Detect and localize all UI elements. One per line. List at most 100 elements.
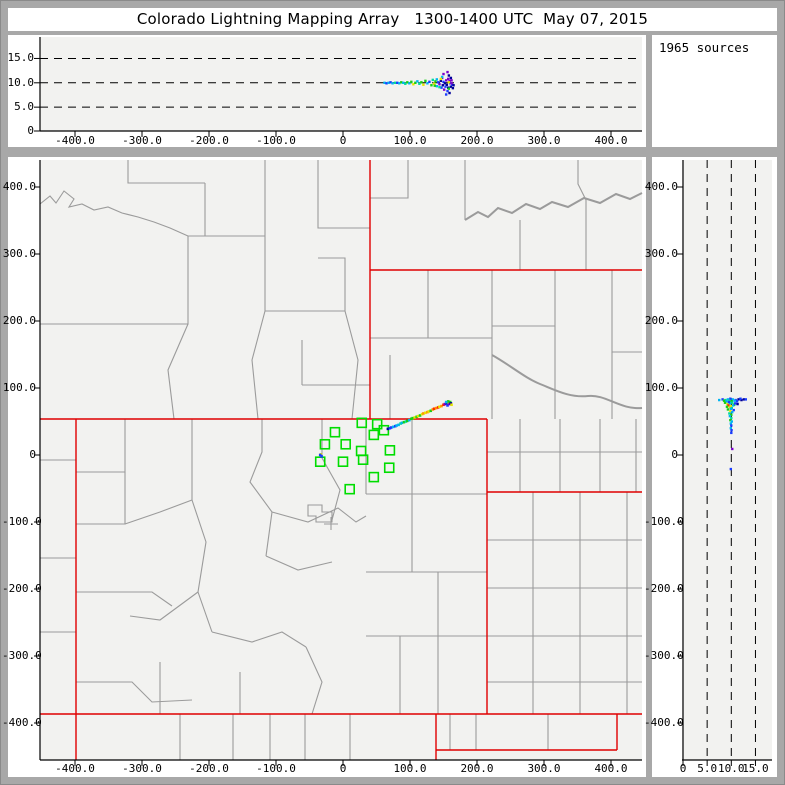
- ns-tick-label: -400.0: [2, 716, 42, 729]
- lightning-source-point: [728, 412, 731, 415]
- ns-tick-label: -200.0: [644, 582, 684, 595]
- lightning-source-point: [402, 81, 405, 84]
- lightning-source-point: [731, 447, 734, 451]
- lightning-source-point: [735, 400, 739, 403]
- lightning-source-point: [438, 405, 441, 409]
- lightning-source-point: [448, 400, 452, 404]
- lightning-source-point: [391, 425, 395, 429]
- ns-tick-label: 0: [29, 448, 36, 461]
- ns-tick-label: 0: [671, 448, 678, 461]
- lightning-source-point: [442, 403, 445, 407]
- panel-source-count: 1965 sources: [652, 35, 777, 147]
- lightning-source-point: [731, 401, 734, 404]
- lightning-source-point: [397, 423, 400, 427]
- lightning-source-point: [408, 82, 411, 85]
- lightning-source-point: [439, 77, 443, 81]
- station-marker: [368, 471, 380, 483]
- lightning-source-point: [406, 81, 409, 84]
- lightning-source-point: [451, 86, 455, 90]
- county-line: [167, 323, 189, 420]
- altitude-tick-label: 10.0: [7, 75, 35, 89]
- altitude-tick-label: 0: [679, 762, 687, 775]
- lightning-source-point: [449, 85, 453, 88]
- lightning-source-point: [420, 412, 424, 416]
- ns-tick-label: 400.0: [2, 180, 36, 193]
- county-line: [305, 646, 323, 715]
- station-marker: [329, 426, 341, 438]
- ns-tick-label: -300.0: [644, 649, 684, 662]
- lightning-source-point: [447, 87, 451, 90]
- lightning-source-point: [435, 85, 438, 88]
- lightning-source-point: [730, 420, 733, 423]
- county-line: [271, 507, 367, 523]
- county-line: [324, 517, 338, 530]
- county-line: [129, 591, 199, 621]
- lightning-source-point: [410, 80, 413, 84]
- ew-tick-label: -300.0: [122, 134, 162, 147]
- lightning-source-point: [730, 416, 733, 420]
- lightning-source-point: [447, 81, 451, 84]
- lightning-source-point: [440, 86, 443, 89]
- lightning-source-point: [730, 429, 733, 432]
- lightning-source-point: [396, 81, 399, 84]
- lightning-source-point: [410, 417, 413, 421]
- lightning-source-point: [430, 84, 433, 87]
- county-line: [577, 160, 587, 201]
- ew-tick-label: -400.0: [55, 134, 95, 147]
- lightning-source-point: [730, 431, 733, 435]
- ns-tick-label: 300.0: [644, 247, 678, 260]
- lightning-source-point: [404, 420, 408, 423]
- sources-plan: [318, 400, 453, 458]
- county-line: [317, 160, 370, 229]
- lightning-source-point: [434, 406, 438, 410]
- lightning-source-point: [732, 404, 735, 407]
- ns-tick-label: 100.0: [644, 381, 678, 394]
- lightning-source-point: [442, 80, 445, 84]
- ns-tick-label: -300.0: [2, 649, 42, 662]
- river-borders: [464, 192, 643, 410]
- lightning-source-point: [729, 467, 733, 471]
- station-marker: [356, 417, 368, 429]
- county-borders: [39, 160, 642, 760]
- plot-bg: [682, 160, 772, 760]
- ew-tick-label: -200.0: [189, 762, 229, 775]
- lightning-source-point: [725, 400, 728, 403]
- lightning-source-point: [440, 404, 443, 408]
- lightning-source-point: [445, 402, 449, 405]
- lightning-source-point: [426, 410, 429, 414]
- lightning-source-point: [733, 402, 737, 405]
- sources-alt-ns: [718, 397, 747, 471]
- lightning-source-point: [439, 79, 443, 83]
- lightning-source-point: [411, 416, 414, 420]
- lightning-source-point: [729, 397, 732, 400]
- ew-tick-label: -100.0: [256, 134, 296, 147]
- lightning-source-point: [385, 82, 388, 85]
- ew-tick-label: 400.0: [594, 134, 628, 147]
- lightning-source-point: [391, 82, 394, 85]
- ns-tick-label: 200.0: [644, 314, 678, 327]
- lightning-source-point: [416, 414, 420, 418]
- plot-bg: [40, 37, 642, 131]
- lightning-source-point: [318, 453, 322, 457]
- lightning-source-point: [731, 410, 734, 414]
- altitude-northsouth-plot[interactable]: [666, 149, 778, 779]
- plot-bg: [40, 160, 642, 760]
- lightning-source-point: [736, 402, 739, 406]
- lightning-source-point: [402, 420, 406, 424]
- lightning-source-point: [449, 82, 452, 85]
- lightning-source-point: [414, 81, 417, 84]
- lightning-source-point: [442, 88, 446, 91]
- river-line: [491, 354, 643, 410]
- station-marker: [383, 462, 395, 474]
- station-marker: [378, 424, 390, 436]
- lightning-source-point: [406, 419, 409, 423]
- lightning-source-point: [726, 408, 730, 411]
- lightning-source-point: [386, 427, 390, 431]
- county-line: [307, 504, 333, 523]
- ew-tick-label: -200.0: [189, 134, 229, 147]
- ew-tick-label: 100.0: [393, 762, 427, 775]
- station-marker: [371, 418, 383, 430]
- lightning-source-point: [408, 418, 411, 422]
- altitude-eastwest-plot[interactable]: [24, 26, 652, 148]
- plan-view-plot[interactable]: [24, 149, 652, 779]
